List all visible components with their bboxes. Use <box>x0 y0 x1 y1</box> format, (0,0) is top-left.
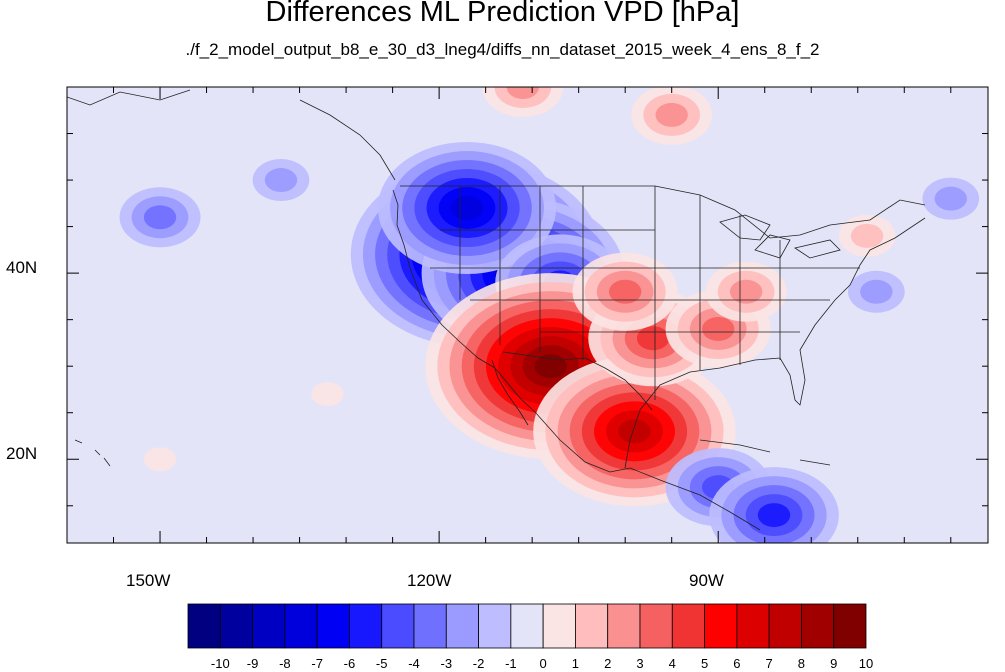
colorbar-label: 4 <box>668 656 676 671</box>
anomaly-field <box>119 87 980 543</box>
colorbar-label: 3 <box>636 656 644 671</box>
colorbar-label: -8 <box>279 656 291 671</box>
colorbar-swatch <box>284 603 318 649</box>
colorbar-swatch <box>704 603 738 649</box>
colorbar-swatch <box>768 603 802 649</box>
colorbar-swatch <box>607 603 641 649</box>
colorbar-swatch <box>671 603 705 649</box>
colorbar-swatch <box>736 603 770 649</box>
colorbar-label: -5 <box>375 656 388 671</box>
anomaly-contour-20-1 <box>143 447 177 472</box>
colorbar-swatch <box>575 603 609 649</box>
colorbar-swatch <box>542 603 576 649</box>
colorbar-swatch <box>801 603 835 649</box>
colorbar-label: -9 <box>246 656 259 671</box>
anomaly-contour-8-4 <box>702 316 735 341</box>
colorbar-label: 1 <box>571 656 580 671</box>
colorbar-label: 8 <box>797 656 806 671</box>
anomaly-contour-21-1 <box>311 382 344 407</box>
anomaly-contour-17-5 <box>757 503 791 528</box>
anomaly-contour-9-3 <box>729 279 763 304</box>
anomaly-contour-15-2 <box>264 168 298 193</box>
coastlines-and-borders <box>67 89 926 531</box>
lon-label-90w: 90W <box>689 571 724 590</box>
colorbar-label: 0 <box>539 656 547 671</box>
colorbar-swatch <box>187 603 221 649</box>
anomaly-contour-13-2 <box>850 223 884 248</box>
colorbar-label: -1 <box>505 656 517 671</box>
colorbar-swatch <box>510 603 544 649</box>
colorbar-label: 2 <box>604 656 612 671</box>
colorbar-label: -7 <box>311 656 323 671</box>
colorbar-swatch <box>639 603 673 649</box>
anomaly-contour-6-8 <box>618 419 651 444</box>
colorbar-swatch <box>445 603 479 649</box>
colorbar-label: -4 <box>408 656 420 671</box>
colorbar-label: 9 <box>830 656 838 671</box>
colorbar-swatch <box>219 603 253 649</box>
map-subtitle: ./f_2_model_output_b8_e_30_d3_lneg4/diff… <box>185 40 820 59</box>
plot-frame <box>66 86 989 544</box>
anomaly-contour-19-2 <box>934 186 967 211</box>
anomaly-contour-11-3 <box>655 102 688 127</box>
lon-label-150w: 150W <box>126 571 171 590</box>
anomaly-contour-14-3 <box>143 205 177 230</box>
lat-label-20n: 20N <box>6 444 38 463</box>
colorbar-swatch <box>381 603 415 649</box>
anomaly-contour-12-3 <box>506 87 540 99</box>
colorbar-label: -3 <box>440 656 453 671</box>
lon-label-120w: 120W <box>407 571 452 590</box>
colorbar-swatch <box>252 603 286 649</box>
colorbar-label: 5 <box>700 656 709 671</box>
anomaly-contour-10-4 <box>608 279 642 304</box>
colorbar-label: 10 <box>858 656 874 671</box>
colorbar-swatch <box>833 603 867 649</box>
anomaly-contour-7-5 <box>636 326 670 351</box>
colorbar-label: -10 <box>210 656 230 671</box>
colorbar-label: -2 <box>472 656 485 671</box>
colorbar-swatch <box>478 603 512 649</box>
map-title: Differences ML Prediction VPD [hPa] <box>265 0 740 28</box>
colorbar-swatch <box>316 603 350 649</box>
colorbar-swatch <box>413 603 447 649</box>
colorbar-swatch <box>349 603 383 649</box>
anomaly-contour-2-7 <box>450 195 484 220</box>
colorbar-label: 6 <box>733 656 741 671</box>
anomaly-contour-5-10 <box>534 354 567 379</box>
colorbar <box>187 603 867 649</box>
axis-ticks <box>66 86 988 543</box>
colorbar-label: -6 <box>343 656 356 671</box>
anomaly-contour-18-2 <box>860 279 893 304</box>
colorbar-label: 7 <box>765 656 773 671</box>
lat-label-40n: 40N <box>6 258 38 277</box>
